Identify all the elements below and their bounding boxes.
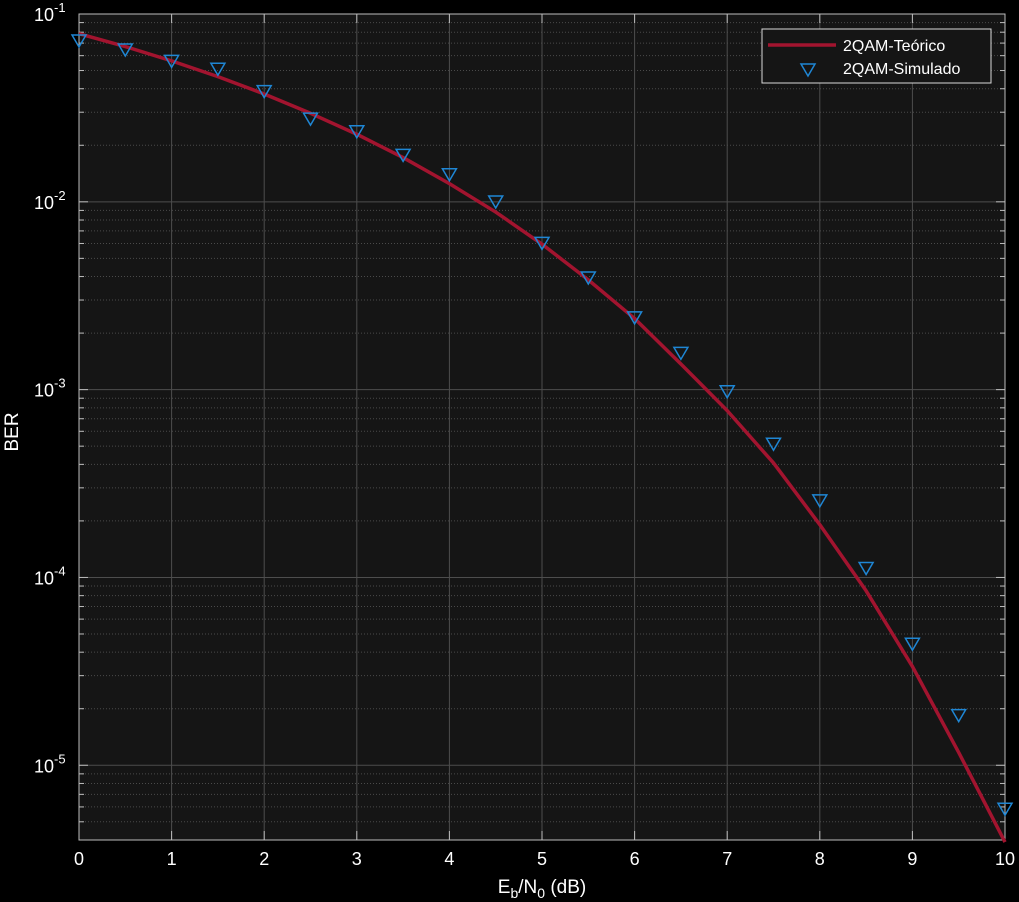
x-tick-label: 9 <box>907 849 917 869</box>
x-tick-label: 8 <box>815 849 825 869</box>
simulated-marker <box>394 148 412 163</box>
x-tick-label: 6 <box>630 849 640 869</box>
simulated-marker <box>626 311 643 326</box>
x-tick-label: 3 <box>352 849 362 869</box>
x-tick-label: 1 <box>167 849 177 869</box>
legend-label-teorico: 2QAM-Teórico <box>843 38 945 55</box>
x-label-n: /N <box>518 877 537 898</box>
y-tick-base: 10 <box>34 193 54 213</box>
simulated-marker <box>718 385 736 400</box>
legend-label-simulado: 2QAM-Simulado <box>843 61 960 78</box>
simulated-marker <box>904 637 921 652</box>
legend-marker-swatch <box>799 63 817 78</box>
x-tick-label: 2 <box>259 849 269 869</box>
x-tick-label: 0 <box>74 849 84 869</box>
y-tick-base: 10 <box>34 5 54 25</box>
y-tick-label: 10-4 <box>34 563 66 588</box>
simulated-marker <box>255 84 273 100</box>
simulated-marker <box>579 271 597 286</box>
simulated-marker <box>348 124 366 140</box>
theoretical-curve <box>78 31 1007 843</box>
x-tick-label: 5 <box>537 849 547 869</box>
simulated-marker <box>996 802 1014 817</box>
y-axis-label: BER <box>2 412 23 451</box>
simulated-marker <box>765 437 782 452</box>
y-tick-label: 10-2 <box>34 188 66 213</box>
x-axis-label: Eb/N0 (dB) <box>498 877 586 901</box>
simulated-marker <box>441 168 458 183</box>
y-tick-label: 10-5 <box>34 751 66 776</box>
simulated-marker <box>487 195 505 210</box>
x-tick-label: 10 <box>995 849 1015 869</box>
simulated-marker <box>70 34 88 49</box>
simulated-marker <box>672 346 690 361</box>
major-grid <box>78 13 1006 840</box>
simulated-marker <box>302 112 319 127</box>
y-tick-base: 10 <box>34 756 54 776</box>
simulated-marker <box>811 494 829 509</box>
x-label-zero-subscript: 0 <box>537 885 545 901</box>
y-tick-label: 10-1 <box>34 0 66 25</box>
simulated-marker <box>209 62 227 77</box>
x-label-b-subscript: b <box>510 885 518 901</box>
x-tick-label: 7 <box>722 849 732 869</box>
simulated-marker <box>163 54 180 69</box>
series-layer <box>70 31 1014 843</box>
x-tick-labels: 0 1 2 3 4 5 6 7 8 9 10 <box>74 849 1015 869</box>
y-tick-exponent: -2 <box>54 188 66 203</box>
y-tick-exponent: -3 <box>54 376 66 391</box>
simulated-marker <box>857 561 875 576</box>
x-label-e: E <box>498 877 511 898</box>
legend-box <box>761 28 992 84</box>
simulated-marker <box>950 708 968 724</box>
y-tick-exponent: -1 <box>54 0 66 15</box>
simulated-marker <box>116 43 134 58</box>
simulated-marker <box>533 236 551 251</box>
x-label-unit: (dB) <box>545 877 586 898</box>
y-tick-exponent: -5 <box>54 751 66 766</box>
y-tick-base: 10 <box>34 381 54 401</box>
legend: 2QAM-Teórico 2QAM-Simulado <box>761 28 992 84</box>
y-tick-base: 10 <box>34 568 54 588</box>
y-tick-exponent: -4 <box>54 563 66 578</box>
y-tick-label: 10-3 <box>34 376 66 401</box>
x-tick-label: 4 <box>444 849 454 869</box>
y-tick-labels: 10-110-210-310-410-5 <box>34 0 66 776</box>
